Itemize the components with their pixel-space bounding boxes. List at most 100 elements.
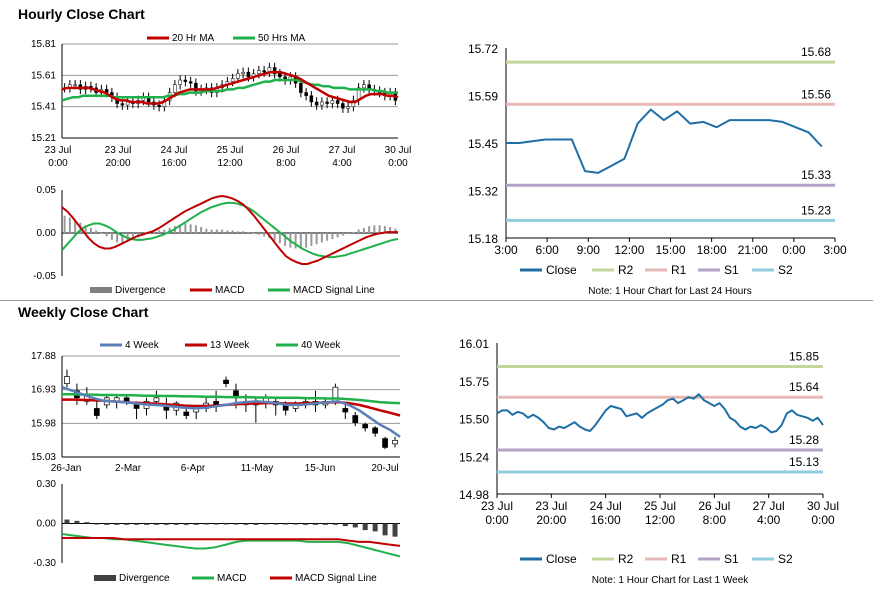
weekly-price-ytick: 17.88 <box>31 351 56 362</box>
hourly-price-xtick-time: 20:00 <box>105 158 130 169</box>
hourly-divergence-bar <box>84 225 87 233</box>
hourly-divergence-bar <box>110 233 113 240</box>
hourly-candle-body <box>183 79 188 82</box>
hourly-macd-signal-line <box>61 201 399 259</box>
hourly-pivot-xtick: 18:00 <box>697 243 727 257</box>
hourly-candle-body <box>257 70 261 75</box>
weekly-legend-40week-label: 40 Week <box>301 340 341 351</box>
weekly-pivot-legend-close-label: Close <box>546 552 577 566</box>
hourly-candle-body <box>230 78 235 82</box>
hourly-pivot-xtick: 21:00 <box>738 243 768 257</box>
weekly-pivot-xtick-date: 23 Jul <box>535 499 567 513</box>
hourly-legend-macd-label: MACD <box>215 285 244 296</box>
hourly-divergence-bar <box>320 233 323 243</box>
hourly-candle-body <box>272 67 277 75</box>
weekly-price-xtick: 20-Jul <box>371 463 398 474</box>
hourly-macd-line <box>61 195 398 265</box>
hourly-divergence-bar <box>389 226 392 233</box>
weekly-divergence-bar <box>332 523 338 525</box>
hourly-legend-divergence-swatch <box>90 287 112 293</box>
weekly-pivot-xtick-time: 0:00 <box>485 513 509 527</box>
hourly-pivot-xtick: 15:00 <box>655 243 685 257</box>
weekly-pivot-ytick: 14.98 <box>459 488 489 502</box>
weekly-divergence-bar <box>382 523 388 536</box>
hourly-divergence-bar <box>184 223 187 233</box>
hourly-candle-body <box>304 92 308 96</box>
hourly-divergence-bar <box>383 226 386 233</box>
hourly-divergence-bar <box>74 220 77 233</box>
weekly-divergence-bar <box>362 523 368 531</box>
hourly-divergence-bar <box>347 233 350 234</box>
hourly-pivot-ytick: 15.59 <box>468 90 498 104</box>
weekly-divergence-bar <box>303 523 309 525</box>
weekly-divergence-bar <box>74 520 80 524</box>
weekly-candle-body <box>382 438 388 448</box>
weekly-candle-body <box>183 411 190 416</box>
hourly-price-xtick-time: 12:00 <box>217 158 242 169</box>
weekly-pivot-xtick-time: 0:00 <box>811 513 835 527</box>
hourly-macd-ytick: -0.05 <box>33 271 56 282</box>
weekly-pivot-level-r2-label: 15.85 <box>789 349 819 363</box>
hourly-divergence-bar <box>179 224 182 233</box>
hourly-pivot-level-r2-label: 15.68 <box>801 45 831 59</box>
weekly-divergence-bar <box>84 522 90 524</box>
hourly-price-ytick: 15.61 <box>31 70 56 81</box>
hourly-price-ytick: 15.21 <box>31 133 56 144</box>
hourly-divergence-bar <box>299 233 302 249</box>
weekly-divergence-bar <box>64 519 70 524</box>
weekly-divergence-bar <box>114 523 120 525</box>
hourly-candle-body <box>173 84 177 93</box>
hourly-divergence-bar <box>378 225 381 233</box>
weekly-divergence-bar <box>372 523 378 532</box>
hourly-candle-body <box>241 71 245 75</box>
hourly-price-xtick-date: 27 Jul <box>329 145 356 156</box>
hourly-candle-body <box>314 101 319 106</box>
weekly-macd-signal-line <box>62 537 401 547</box>
weekly-price-xtick: 15-Jun <box>305 463 336 474</box>
hourly-divergence-bar <box>341 233 344 236</box>
weekly-candle-body <box>392 439 398 445</box>
hourly-divergence-bar <box>315 233 318 245</box>
hourly-candle-body <box>299 82 303 93</box>
weekly-legend-signal-label: MACD Signal Line <box>295 573 377 584</box>
hourly-divergence-bar <box>215 229 218 233</box>
weekly-macd-ytick: 0.30 <box>37 479 57 490</box>
weekly-pivot-level-r1-label: 15.64 <box>789 380 819 394</box>
hourly-divergence-bar <box>252 233 255 234</box>
hourly-divergence-bar <box>168 227 171 233</box>
hourly-pivot-xtick: 3:00 <box>494 243 518 257</box>
hourly-divergence-bar <box>242 231 245 233</box>
weekly-divergence-bar <box>173 523 179 525</box>
hourly-divergence-bar <box>163 229 166 233</box>
weekly-pivot-legend-r2-label: R2 <box>618 552 634 566</box>
weekly-divergence-bar <box>144 523 149 525</box>
hourly-note: Note: 1 Hour Chart for Last 24 Hours <box>588 286 752 297</box>
hourly-pivot-ytick: 15.72 <box>468 42 498 56</box>
weekly-price-xtick: 2-Mar <box>115 463 142 474</box>
weekly-pivot-ytick: 15.24 <box>459 450 489 464</box>
weekly-pivot-xtick-date: 27 Jul <box>753 499 785 513</box>
hourly-divergence-bar <box>368 226 371 233</box>
hourly-divergence-bar <box>221 229 224 233</box>
hourly-divergence-bar <box>336 233 339 238</box>
weekly-pivot-xtick-time: 8:00 <box>703 513 727 527</box>
hourly-divergence-bar <box>121 233 124 244</box>
hourly-candle-body <box>73 84 77 86</box>
hourly-price-xtick-date: 26 Jul <box>273 145 300 156</box>
hourly-divergence-bar <box>294 233 297 249</box>
weekly-price-xtick: 26-Jan <box>51 463 82 474</box>
hourly-legend-divergence-label: Divergence <box>115 285 166 296</box>
weekly-legend-divergence-label: Divergence <box>119 573 170 584</box>
hourly-divergence-bar <box>331 233 334 240</box>
weekly-price-ytick: 15.03 <box>31 452 56 463</box>
weekly-price-ytick: 15.98 <box>31 418 56 429</box>
weekly-legend-4week-label: 4 Week <box>125 340 160 351</box>
hourly-candle-body <box>120 103 125 106</box>
weekly-pivot-xtick-time: 20:00 <box>536 513 566 527</box>
hourly-candle-body <box>341 103 345 109</box>
weekly-pivot-xtick-date: 24 Jul <box>590 499 622 513</box>
hourly-pivot-xtick: 6:00 <box>535 243 559 257</box>
hourly-candle-body <box>194 82 198 92</box>
weekly-candle-body <box>352 415 359 423</box>
weekly-divergence-bar <box>263 523 269 525</box>
